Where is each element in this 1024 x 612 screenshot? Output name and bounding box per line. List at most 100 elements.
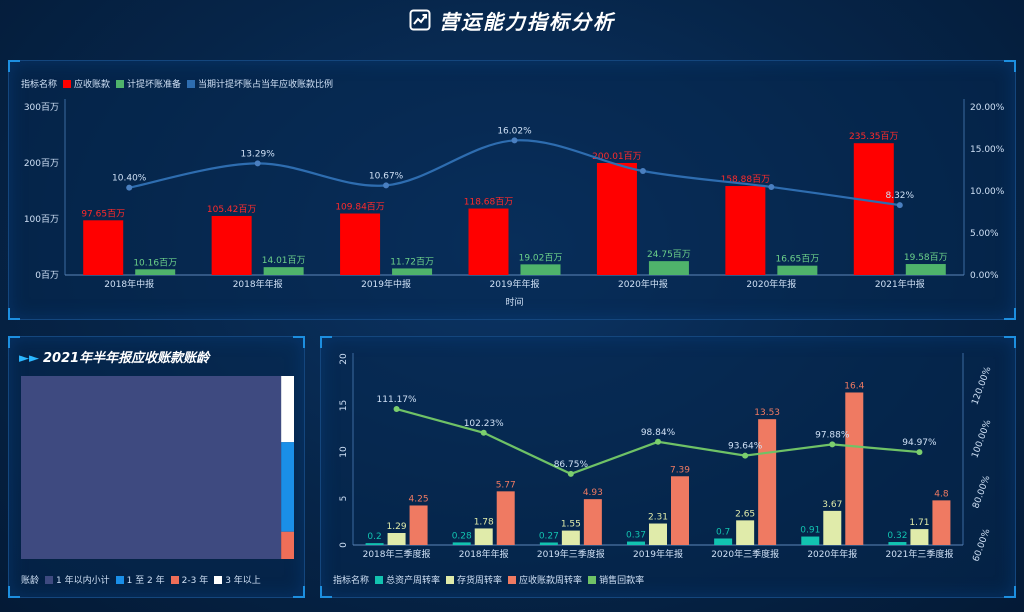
bar	[758, 419, 777, 545]
bar	[392, 268, 433, 275]
y2-tick-label: 0.00%	[970, 271, 999, 281]
bar-value-label: 19.58百万	[904, 252, 948, 263]
bar-value-label: 0.91	[800, 526, 820, 536]
legend-label: 应收账款周转率	[519, 576, 583, 586]
y-tick-label: 200百万	[24, 158, 59, 169]
bar	[736, 520, 755, 545]
collection-rate-label: 97.88%	[815, 430, 850, 440]
collection-rate-label: 98.84%	[641, 428, 676, 438]
legend-swatch	[214, 575, 223, 584]
legend-item[interactable]: 2-3 年	[170, 573, 208, 586]
bar-value-label: 0.28	[452, 531, 472, 541]
legend-swatch	[116, 79, 125, 88]
x-tick-label: 2019年年报	[633, 548, 683, 560]
top-legend-items: 应收账款 计提坏账准备 当期计提坏账占当年应收账款比例	[63, 77, 339, 91]
top-legend-label: 指标名称	[21, 80, 58, 91]
bar	[561, 530, 580, 545]
bar-value-label: 105.42百万	[207, 204, 257, 215]
top-legend: 指标名称 应收账款 计提坏账准备 当期计提坏账占当年应收账款比例	[21, 77, 339, 91]
bar-value-label: 4.93	[583, 488, 603, 498]
turnover-legend-label: 指标名称	[333, 576, 370, 587]
bar-value-label: 1.29	[387, 522, 407, 532]
collection-rate-label: 86.75%	[554, 460, 589, 470]
y2-tick-label: 5.00%	[970, 229, 999, 239]
y-tick-label: 15	[339, 400, 349, 411]
y-tick-label: 100百万	[24, 214, 59, 225]
x-tick-label: 2019年中报	[361, 278, 411, 290]
aging-legend-label: 账龄	[21, 576, 40, 587]
legend-swatch	[375, 575, 384, 584]
turnover-legend: 指标名称 总资产周转率 存货周转率 应收账款周转率 销售回款率	[333, 573, 650, 587]
bar	[365, 543, 384, 545]
legend-label: 1 年以内小计	[56, 576, 110, 586]
bar	[468, 208, 509, 275]
legend-label: 总资产周转率	[386, 576, 441, 586]
x-tick-label: 2021年中报	[875, 278, 925, 290]
bar	[263, 267, 304, 275]
treemap-cell	[281, 376, 294, 443]
ratio-point	[639, 168, 646, 175]
bar-value-label: 200.01百万	[592, 151, 642, 162]
ratio-point	[896, 202, 903, 209]
legend-swatch	[115, 575, 124, 584]
ratio-value-label: 10.40%	[112, 174, 147, 184]
legend-label: 3 年以上	[225, 576, 261, 586]
legend-label: 应收账款	[74, 80, 111, 90]
legend-item[interactable]: 计提坏账准备	[116, 77, 181, 90]
legend-item[interactable]: 当期计提坏账占当年应收账款比例	[187, 77, 333, 90]
ratio-point	[254, 160, 261, 167]
bar	[801, 536, 820, 545]
bar	[905, 264, 946, 275]
legend-label: 当期计提坏账占当年应收账款比例	[198, 80, 334, 90]
bar	[409, 505, 428, 545]
collection-rate-label: 111.17%	[377, 395, 417, 405]
bar-value-label: 0.27	[539, 531, 559, 541]
legend-swatch	[446, 575, 455, 584]
top-bar-line-chart: 0百万 100百万 200百万 300百万 0.00% 5.00% 10.00% 15.00%…	[24, 99, 1005, 308]
legend-item[interactable]: 销售回款率	[588, 573, 644, 586]
turnover-bar-line-chart: 0 5 10 15 20 60.00% 80.00% 100.00% 120.00% 2018年三…	[339, 353, 994, 563]
legend-swatch	[63, 79, 72, 88]
legend-item[interactable]: 存货周转率	[446, 573, 502, 586]
aging-legend-items: 1 年以内小计 1 至 2 年 2-3 年 3 年以上	[45, 573, 267, 587]
collection-rate-point	[829, 441, 836, 448]
page-header: 营运能力指标分析	[0, 4, 1024, 40]
y-tick-label: 300百万	[24, 102, 59, 113]
bar	[520, 264, 561, 275]
bar	[714, 538, 733, 545]
bar-value-label: 97.65百万	[81, 208, 125, 219]
top-chart-panel: 指标名称 应收账款 计提坏账准备 当期计提坏账占当年应收账款比例 0百万 100百万 2…	[8, 60, 1016, 320]
x-tick-label: 2018年中报	[104, 278, 154, 290]
legend-label: 存货周转率	[457, 576, 503, 586]
bar	[474, 528, 493, 545]
legend-swatch	[508, 575, 517, 584]
bar-value-label: 11.72百万	[390, 256, 434, 267]
ratio-point	[511, 137, 518, 144]
legend-label: 销售回款率	[599, 576, 645, 586]
bar-value-label: 19.02百万	[519, 252, 563, 263]
bar-value-label: 10.16百万	[133, 257, 177, 268]
legend-item[interactable]: 3 年以上	[214, 573, 261, 586]
x-tick-label: 2018年年报	[459, 548, 509, 560]
x-tick-label: 2020年中报	[618, 278, 668, 290]
bar	[135, 269, 176, 275]
legend-item[interactable]: 1 年以内小计	[45, 573, 110, 586]
bar	[627, 541, 645, 545]
bar	[888, 542, 907, 545]
turnover-panel: 0 5 10 15 20 60.00% 80.00% 100.00% 120.00% 2018年三…	[320, 336, 1016, 598]
bar-value-label: 16.4	[844, 381, 864, 391]
collection-rate-point	[393, 406, 400, 413]
bar	[211, 215, 252, 275]
y-tick-label: 5	[339, 496, 349, 502]
legend-swatch	[588, 575, 597, 584]
bar-value-label: 24.75百万	[647, 249, 691, 260]
legend-item[interactable]: 应收账款	[63, 77, 110, 90]
legend-item[interactable]: 应收账款周转率	[508, 573, 582, 586]
legend-item[interactable]: 总资产周转率	[375, 573, 440, 586]
bar	[777, 265, 818, 275]
bar-value-label: 109.84百万	[335, 201, 385, 212]
ratio-value-label: 8.32%	[885, 191, 914, 201]
legend-swatch	[45, 575, 54, 584]
legend-item[interactable]: 1 至 2 年	[115, 573, 165, 586]
bar	[910, 529, 929, 545]
